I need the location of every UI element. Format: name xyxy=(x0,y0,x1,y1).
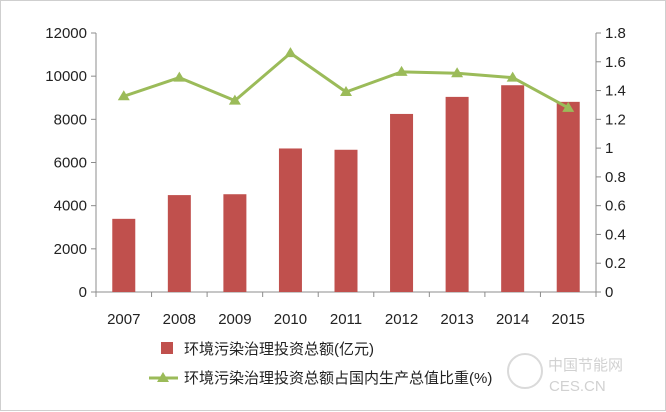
y-right-tick-label: 0.4 xyxy=(605,226,626,243)
bar xyxy=(501,85,525,293)
line-marker xyxy=(562,101,575,112)
line-marker xyxy=(340,85,352,96)
bar xyxy=(334,149,358,292)
watermark: 中国节能网 CES.CN xyxy=(507,353,623,395)
bar xyxy=(278,148,302,292)
x-tick-label: 2012 xyxy=(385,311,418,328)
legend-bar-label: 环境污染治理投资总额(亿元) xyxy=(184,340,374,358)
bar xyxy=(390,113,414,292)
legend-bar-swatch xyxy=(161,342,173,354)
line-marker xyxy=(395,65,408,76)
line-marker xyxy=(506,71,519,82)
watermark-subtext: CES.CN xyxy=(549,378,606,395)
x-tick-label: 2007 xyxy=(107,311,140,328)
y-right-tick-label: 0.6 xyxy=(605,198,626,215)
line-marker xyxy=(173,71,186,82)
y-left-tick-label: 6000 xyxy=(54,155,87,172)
y-left-tick-label: 4000 xyxy=(54,198,87,215)
bar xyxy=(556,101,580,292)
y-right-tick-label: 0.8 xyxy=(605,169,626,186)
x-tick-label: 2009 xyxy=(218,311,251,328)
x-tick-label: 2015 xyxy=(552,311,585,328)
x-tick-label: 2013 xyxy=(440,311,473,328)
line-marker xyxy=(228,94,241,105)
y-right-tick-label: 1.6 xyxy=(605,54,626,71)
y-left-tick-label: 0 xyxy=(79,284,87,301)
y-right-tick-label: 1.4 xyxy=(605,83,626,100)
line-marker xyxy=(284,47,297,58)
bar xyxy=(167,195,191,292)
y-left-tick-label: 12000 xyxy=(45,25,87,42)
legend: 环境污染治理投资总额(亿元) 环境污染治理投资总额占国内生产总值比重(%) xyxy=(149,340,492,387)
y-left-tick-label: 10000 xyxy=(45,68,87,85)
y-right-tick-label: 1.2 xyxy=(605,111,626,128)
x-tick-label: 2014 xyxy=(496,311,529,328)
y-right-tick-label: 1 xyxy=(605,140,613,157)
y-left-tick-label: 8000 xyxy=(54,111,87,128)
watermark-text: 中国节能网 xyxy=(548,357,623,374)
y-right-tick-label: 0 xyxy=(605,284,613,301)
x-tick-label: 2008 xyxy=(163,311,196,328)
y-right-tick-label: 0.2 xyxy=(605,255,626,272)
legend-line-marker xyxy=(157,372,169,382)
bar xyxy=(445,96,469,293)
bar xyxy=(112,218,136,292)
x-tick-label: 2010 xyxy=(274,311,307,328)
y-right-tick-label: 1.8 xyxy=(605,25,626,42)
bar xyxy=(223,194,247,292)
x-tick-label: 2011 xyxy=(330,311,362,328)
y-left-tick-label: 2000 xyxy=(54,241,87,258)
legend-line-label: 环境污染治理投资总额占国内生产总值比重(%) xyxy=(184,369,492,387)
watermark-logo-icon xyxy=(507,353,543,389)
line-marker xyxy=(451,67,464,78)
line-marker xyxy=(117,90,130,101)
